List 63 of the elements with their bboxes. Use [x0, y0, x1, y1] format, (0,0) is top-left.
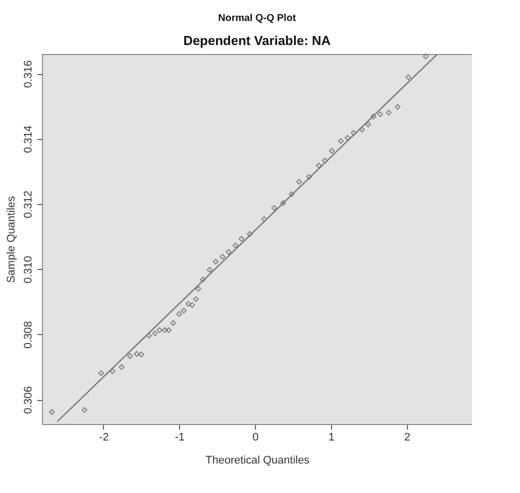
point — [306, 174, 312, 180]
point — [49, 409, 55, 415]
point — [386, 110, 392, 116]
point — [246, 231, 253, 237]
point — [166, 327, 172, 333]
point — [344, 134, 350, 141]
point — [405, 74, 412, 80]
chart-subtitle: Dependent Variable: NA — [183, 32, 332, 48]
point — [162, 327, 168, 333]
y-tick-label: 0.308 — [22, 321, 34, 349]
point — [288, 191, 294, 198]
y-tick-label: 0.316 — [22, 60, 34, 88]
point — [127, 353, 133, 360]
point — [206, 266, 212, 273]
point — [338, 138, 344, 144]
y-tick-label: 0.314 — [22, 125, 34, 154]
point — [322, 158, 328, 164]
point — [82, 407, 88, 413]
x-tick-label: -1 — [174, 432, 185, 444]
x-tick-label: 1 — [328, 432, 335, 444]
point — [365, 122, 371, 128]
point — [180, 308, 187, 314]
point — [189, 302, 196, 308]
point — [232, 242, 238, 248]
point — [146, 332, 152, 338]
point — [98, 370, 104, 376]
point — [226, 249, 232, 255]
point — [193, 296, 199, 302]
chart-title: Normal Q-Q Plot — [218, 12, 297, 24]
point — [220, 254, 226, 260]
point — [394, 104, 401, 110]
x-tick-label: 2 — [404, 432, 410, 444]
y-axis-title: Sample Quantiles — [6, 196, 18, 283]
point — [316, 162, 322, 168]
point — [170, 320, 176, 326]
point — [212, 258, 219, 264]
point — [195, 286, 202, 292]
point — [134, 351, 140, 357]
point — [422, 53, 429, 60]
x-tick-label: -2 — [99, 432, 109, 444]
point — [271, 205, 277, 211]
point — [370, 114, 376, 120]
point — [328, 148, 335, 154]
point — [238, 236, 244, 242]
x-axis-title: Theoretical Quantiles — [206, 454, 310, 466]
point — [138, 352, 144, 358]
point — [359, 126, 365, 132]
point — [280, 200, 286, 206]
y-tick-label: 0.312 — [22, 190, 34, 218]
point — [156, 327, 162, 333]
point — [118, 364, 124, 370]
point — [186, 301, 192, 307]
point — [200, 276, 206, 282]
x-tick-label: 0 — [252, 432, 259, 444]
point — [110, 368, 116, 374]
point — [296, 178, 302, 185]
point — [152, 330, 158, 336]
y-tick-label: 0.306 — [22, 386, 34, 414]
y-tick-label: 0.310 — [22, 256, 34, 284]
point — [350, 130, 357, 136]
point — [261, 216, 268, 222]
point — [176, 310, 182, 317]
point — [377, 111, 384, 118]
